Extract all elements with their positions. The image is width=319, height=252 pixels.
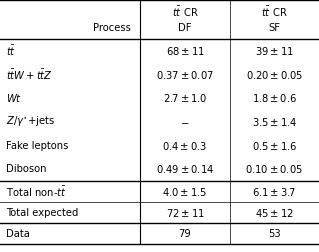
Text: Data: Data [6, 229, 30, 239]
Text: $4.0 \pm 1.5$: $4.0 \pm 1.5$ [162, 186, 208, 198]
Text: $2.7 \pm 1.0$: $2.7 \pm 1.0$ [163, 92, 207, 104]
Text: Total expected: Total expected [6, 208, 79, 217]
Text: $Z/\gamma^{\star}$+jets: $Z/\gamma^{\star}$+jets [6, 115, 56, 129]
Text: Fake leptons: Fake leptons [6, 141, 69, 151]
Text: $45 \pm 12$: $45 \pm 12$ [255, 207, 294, 218]
Text: 53: 53 [268, 229, 281, 239]
Text: $0.20 \pm 0.05$: $0.20 \pm 0.05$ [246, 69, 303, 81]
Text: $-$: $-$ [180, 117, 190, 127]
Text: Total non-$t\bar{t}$: Total non-$t\bar{t}$ [6, 185, 67, 199]
Text: $3.5 \pm 1.4$: $3.5 \pm 1.4$ [252, 116, 297, 128]
Text: $t\bar{t}W + t\bar{t}Z$: $t\bar{t}W + t\bar{t}Z$ [6, 68, 53, 82]
Text: $Wt$: $Wt$ [6, 92, 23, 104]
Text: $0.4 \pm 0.3$: $0.4 \pm 0.3$ [162, 140, 208, 152]
Text: $68 \pm 11$: $68 \pm 11$ [166, 45, 204, 57]
Text: $6.1 \pm 3.7$: $6.1 \pm 3.7$ [252, 186, 297, 198]
Text: Process: Process [93, 23, 131, 33]
Text: $t\bar{t}$ CR: $t\bar{t}$ CR [172, 5, 198, 19]
Text: $39 \pm 11$: $39 \pm 11$ [255, 45, 294, 57]
Text: $0.49 \pm 0.14$: $0.49 \pm 0.14$ [156, 163, 214, 175]
Text: $t\bar{t}$ CR: $t\bar{t}$ CR [261, 5, 288, 19]
Text: $0.5 \pm 1.6$: $0.5 \pm 1.6$ [252, 140, 297, 152]
Text: $0.10 \pm 0.05$: $0.10 \pm 0.05$ [245, 163, 303, 175]
Text: SF: SF [268, 23, 280, 33]
Text: $72 \pm 11$: $72 \pm 11$ [166, 207, 204, 218]
Text: $0.37 \pm 0.07$: $0.37 \pm 0.07$ [156, 69, 214, 81]
Text: $1.8 \pm 0.6$: $1.8 \pm 0.6$ [252, 92, 297, 104]
Text: DF: DF [178, 23, 192, 33]
Text: Diboson: Diboson [6, 164, 47, 174]
Text: $t\bar{t}$: $t\bar{t}$ [6, 44, 17, 58]
Text: 79: 79 [179, 229, 191, 239]
